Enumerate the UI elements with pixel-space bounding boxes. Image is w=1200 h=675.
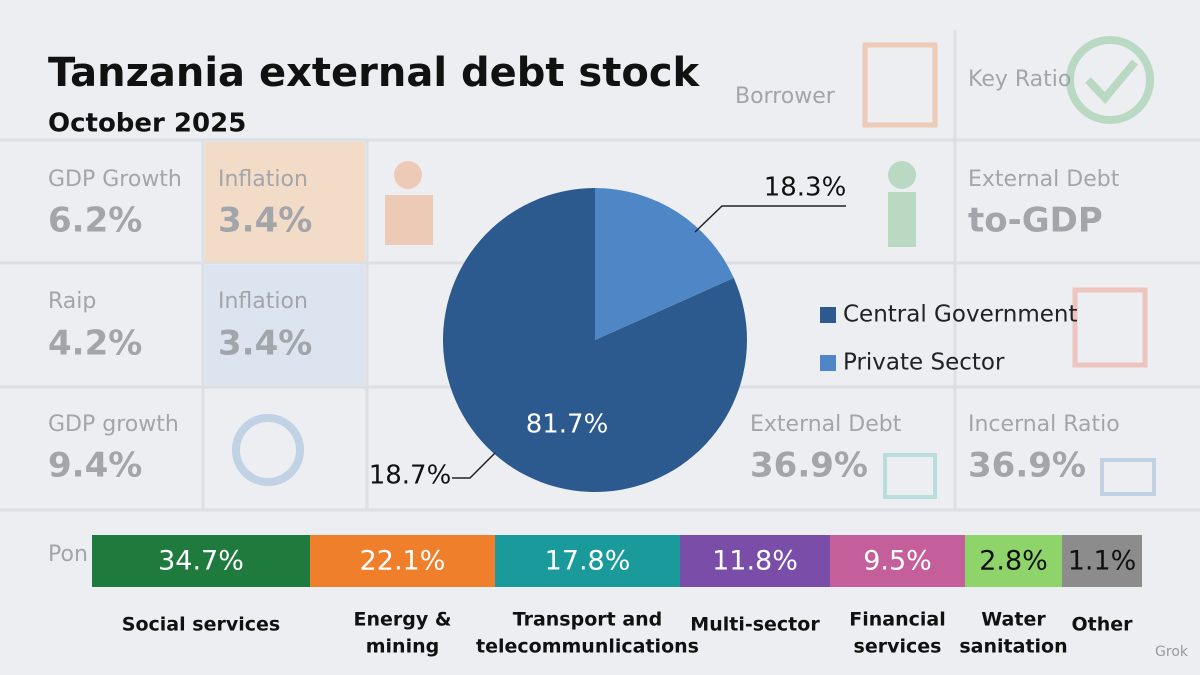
tile-label: Pon — [48, 542, 88, 567]
pie-chart: 81.7% 18.3% 18.7% Central Government Private… — [369, 173, 1078, 492]
legend-label: Central Government — [843, 302, 1078, 328]
leader-line — [452, 452, 496, 479]
faded-icons — [232, 36, 1156, 499]
sector-name: Social services — [122, 614, 280, 636]
tile-label: Borrower — [735, 84, 836, 109]
sector-name: Multi-sector — [690, 614, 820, 636]
tile-label: Inflation — [218, 167, 308, 192]
sector-name: Other — [1071, 614, 1133, 636]
pie-slice — [595, 188, 734, 340]
watermark: Grok — [1155, 644, 1189, 660]
tile-label: External Debt — [750, 412, 902, 437]
tile-label: Key Ratio — [968, 67, 1071, 92]
sector-name: mining — [366, 636, 439, 658]
sector-value: 34.7% — [158, 546, 244, 577]
tile-texts: GDP Growth 6.2% Inflation 3.4% Raip 4.2%… — [48, 67, 1120, 567]
sector-name: sanitation — [959, 636, 1067, 658]
sector-cell — [1062, 535, 1142, 587]
sector-name: Water — [981, 609, 1046, 631]
sector-value: 11.8% — [712, 546, 798, 577]
legend-swatch — [820, 307, 836, 323]
sector-name: telecommunlications — [476, 636, 699, 658]
tile-label: Incernal Ratio — [968, 412, 1120, 437]
tile-label: Raip — [48, 289, 96, 314]
sector-value: 1.1% — [1068, 546, 1137, 577]
tile-value: to-GDP — [968, 201, 1103, 241]
faded-tile — [205, 265, 365, 385]
leader-line — [694, 205, 846, 233]
sector-cell — [92, 535, 310, 587]
sector-cell — [680, 535, 830, 587]
tile-label: GDP Growth — [48, 167, 182, 192]
tile-value: 4.2% — [48, 324, 142, 364]
tile-value: 9.4% — [48, 446, 142, 486]
sector-cell — [830, 535, 965, 587]
legend-swatch — [820, 355, 836, 371]
sector-name: Transport and — [513, 609, 663, 631]
sector-value: 17.8% — [545, 546, 631, 577]
sector-cell — [310, 535, 495, 587]
sector-value: 2.8% — [979, 546, 1048, 577]
slice-label: 81.7% — [526, 410, 609, 440]
sector-value: 9.5% — [863, 546, 932, 577]
tile-value: 6.2% — [48, 201, 142, 241]
tile-label: Inflation — [218, 289, 308, 314]
sector-name: Financial — [849, 609, 945, 631]
faded-tile — [205, 142, 365, 262]
tile-value: 3.4% — [218, 201, 312, 241]
title: Tanzania external debt stock — [48, 50, 701, 96]
sector-name: services — [854, 636, 942, 658]
legend-label: Private Sector — [843, 350, 1005, 376]
sector-name: Energy & — [354, 609, 452, 631]
tile-label: External Debt — [968, 167, 1120, 192]
subtitle: October 2025 — [48, 109, 246, 139]
sector-value: 22.1% — [360, 546, 446, 577]
tile-value: 36.9% — [968, 446, 1086, 486]
sector-strip: 34.7% Social services 22.1% Energy & mining 1… — [92, 535, 1142, 658]
tile-value: 3.4% — [218, 324, 312, 364]
slice-label: 18.3% — [764, 173, 847, 203]
sector-cell — [965, 535, 1062, 587]
tile-value: 36.9% — [750, 446, 868, 486]
sector-cell — [495, 535, 680, 587]
tile-label: GDP growth — [48, 412, 179, 437]
annotation: 18.7% — [369, 461, 452, 491]
